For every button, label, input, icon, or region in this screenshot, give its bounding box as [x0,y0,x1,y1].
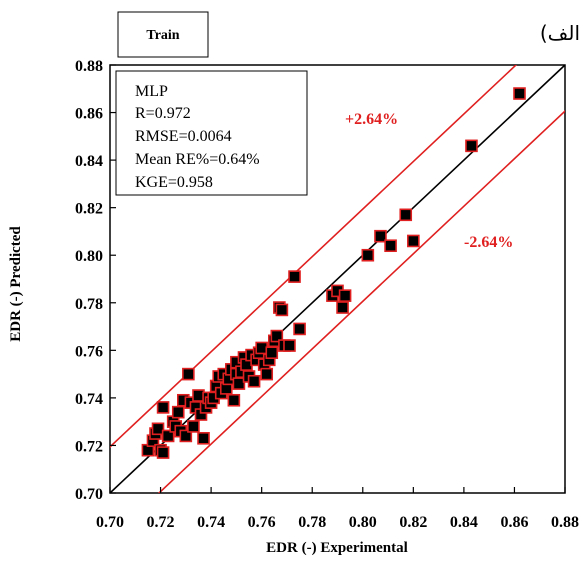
data-point [156,401,170,414]
x-tick-label: 0.84 [450,514,478,531]
y-tick-label: 0.88 [75,58,103,75]
upper-band-line [110,65,518,448]
stats-box [115,70,308,196]
data-point [182,367,195,381]
data-point [407,234,420,248]
lower-band-label: -2.64% [464,234,513,251]
lower-band-line [157,110,565,493]
x-tick-label: 0.80 [349,514,377,531]
data-point [171,405,185,419]
y-tick-label: 0.76 [75,343,103,360]
error-bands [110,65,565,493]
one-to-one-line [109,64,566,494]
data-point [374,229,387,243]
stats-kge: KGE=0.958 [135,174,213,191]
data-point [151,422,165,436]
data-point [384,239,397,253]
y-axis-title: EDR (-) Predicted [8,226,24,342]
stats-rmse: RMSE=0.0064 [135,128,232,145]
data-point [197,432,210,445]
y-tick-label: 0.70 [75,486,103,503]
y-tick-label: 0.82 [75,201,103,218]
data-point [161,429,175,443]
y-tick-label: 0.78 [75,296,103,313]
data-point [260,367,274,381]
x-tick-label: 0.78 [298,514,326,531]
data-point [270,329,284,343]
data-point [283,339,296,352]
stats-mean-re: Mean RE%=0.64% [135,151,260,168]
data-point [275,303,289,317]
reference-line [109,64,566,494]
x-tick-label: 0.70 [96,514,124,531]
data-point [265,346,279,360]
x-tick-label: 0.76 [248,514,276,531]
data-point [465,139,478,153]
upper-band-label: +2.64% [345,111,398,128]
data-point [293,322,306,336]
y-tick-label: 0.84 [75,153,103,170]
y-tick-label: 0.72 [75,438,103,455]
y-tick-label: 0.86 [75,106,103,123]
axis-ticks: 0.70 0.72 0.74 0.76 0.78 0.80 0.82 0.84 0.86 0.88… [75,58,579,531]
data-point [187,420,200,433]
data-point [336,301,349,314]
data-point [156,446,170,459]
data-point [361,248,375,262]
stats-r: R=0.972 [135,105,191,122]
panel-label: (الف [540,21,580,45]
x-tick-label: 0.86 [500,514,528,531]
subset-label: Train [146,28,179,43]
x-tick-label: 0.72 [147,514,175,531]
stats-model: MLP [135,83,168,100]
data-point [247,374,261,388]
data-point [179,429,193,443]
y-tick-label: 0.80 [75,248,103,265]
x-tick-label: 0.82 [399,514,427,531]
x-tick-label: 0.74 [197,514,225,531]
data-point [338,289,352,302]
data-point [227,393,241,407]
y-tick-label: 0.74 [75,391,103,408]
data-point [288,270,301,283]
x-axis-title: EDR (-) Experimental [266,540,408,556]
data-point [513,87,526,100]
plot-frame [109,64,566,494]
data-points [141,87,526,459]
x-tick-label: 0.88 [551,514,579,531]
data-point [232,377,246,390]
data-point [399,208,413,222]
subset-label-box [117,11,209,58]
